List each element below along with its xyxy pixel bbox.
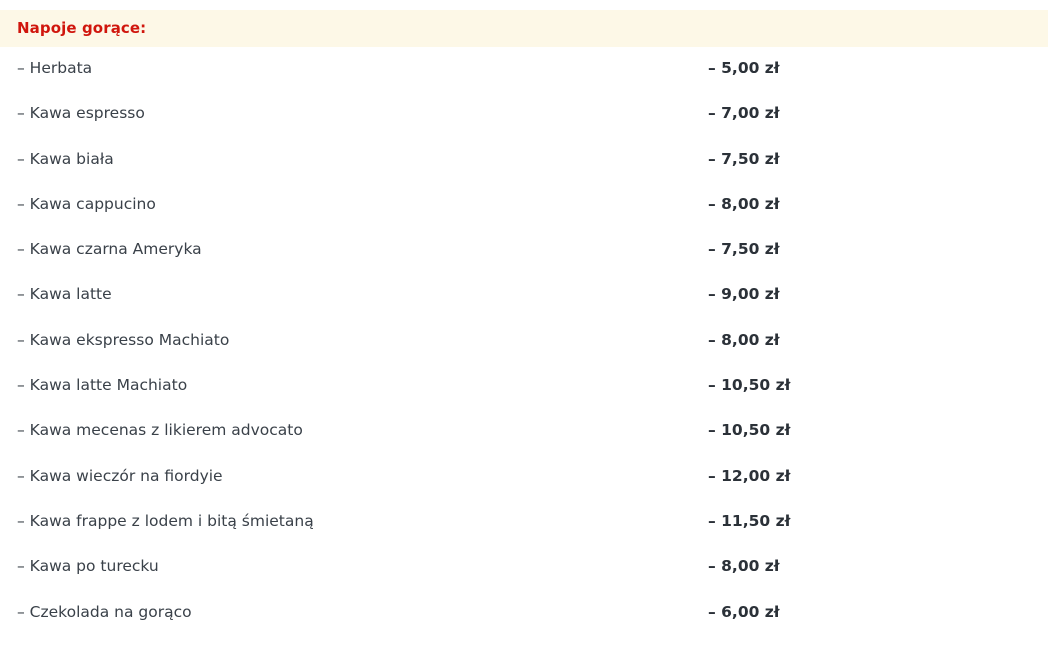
menu-item-price: – 7,50 zł [708, 149, 780, 168]
menu-item-row: – Kawa cappucino – 8,00 zł [0, 190, 1064, 235]
menu-item-list: – Herbata – 5,00 zł – Kawa espresso – 7,00 … [0, 54, 1064, 643]
menu-item-name: – Kawa biała [17, 149, 114, 168]
menu-item-row: – Kawa czarna Ameryka – 7,50 zł [0, 235, 1064, 280]
menu-item-name: – Kawa frappe z lodem i bitą śmietaną [17, 511, 314, 530]
menu-item-price: – 5,00 zł [708, 59, 780, 77]
menu-item-row: – Kawa espresso – 7,00 zł [0, 99, 1064, 144]
menu-item-row: – Kawa frappe z lodem i bitą śmietaną – 1… [0, 507, 1064, 552]
menu-item-price: – 9,00 zł [708, 285, 780, 304]
menu-item-row: – Kawa mecenas z likierem advocato – 10,5… [0, 416, 1064, 461]
menu-item-name: – Kawa latte Machiato [17, 376, 188, 395]
menu-item-name: – Herbata [17, 59, 93, 77]
menu-item-name: – Czekolada na gorąco [17, 602, 192, 621]
menu-item-price: – 7,00 zł [708, 104, 780, 123]
menu-item-row: – Kawa latte Machiato – 10,50 zł [0, 371, 1064, 416]
menu-item-row: – Czekolada na gorąco – 6,00 zł [0, 598, 1064, 643]
menu-item-name: – Kawa latte [17, 285, 112, 304]
menu-item-price: – 6,00 zł [708, 602, 780, 621]
menu-item-price: – 10,50 zł [708, 376, 791, 395]
menu-item-row: – Kawa wieczór na fiordyie – 12,00 zł [0, 462, 1064, 507]
menu-item-row: – Kawa biała – 7,50 zł [0, 145, 1064, 190]
menu-item-price: – 7,50 zł [708, 240, 780, 259]
menu-item-row: – Kawa latte – 9,00 zł [0, 280, 1064, 325]
menu-item-name: – Kawa ekspresso Machiato [17, 330, 230, 349]
menu-item-price: – 8,00 zł [708, 557, 780, 576]
section-title: Napoje gorące: [17, 19, 147, 37]
menu-item-price: – 11,50 zł [708, 511, 791, 530]
menu-item-name: – Kawa wieczór na fiordyie [17, 466, 223, 485]
menu-item-row: – Kawa po turecku – 8,00 zł [0, 552, 1064, 597]
menu-item-name: – Kawa espresso [17, 104, 145, 123]
menu-item-name: – Kawa czarna Ameryka [17, 240, 202, 259]
menu-item-price: – 10,50 zł [708, 421, 791, 440]
menu-item-price: – 8,00 zł [708, 330, 780, 349]
menu-item-name: – Kawa po turecku [17, 557, 159, 576]
menu-item-price: – 12,00 zł [708, 466, 791, 485]
menu-item-row: – Herbata – 5,00 zł [0, 54, 1064, 99]
menu-item-name: – Kawa mecenas z likierem advocato [17, 421, 303, 440]
menu-item-name: – Kawa cappucino [17, 194, 156, 213]
section-header-hot-drinks: Napoje gorące: [0, 10, 1048, 47]
menu-item-row: – Kawa ekspresso Machiato – 8,00 zł [0, 326, 1064, 371]
menu-item-price: – 8,00 zł [708, 194, 780, 213]
